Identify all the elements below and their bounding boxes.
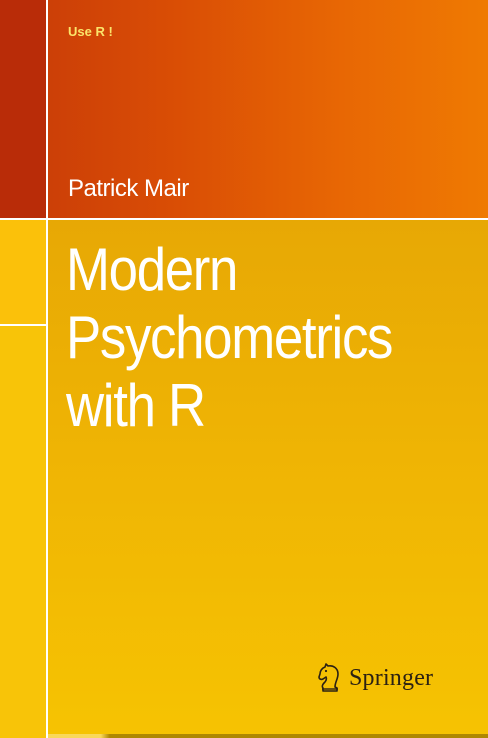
vertical-divider (46, 0, 48, 738)
top-color-band (0, 0, 488, 219)
book-title: Modern Psychometrics with R (66, 236, 393, 440)
horizontal-divider (0, 218, 488, 220)
title-line-1: Modern (66, 236, 238, 303)
top-left-strip (0, 0, 46, 219)
left-strip-upper (0, 220, 46, 324)
short-horizontal-divider (0, 324, 46, 326)
publisher-logo: Springer (317, 662, 433, 694)
chess-knight-icon (318, 663, 339, 692)
title-line-3: with R (66, 372, 206, 439)
series-name: Use R ! (68, 24, 113, 39)
bottom-color-band (0, 220, 488, 738)
left-strip-lower (0, 326, 46, 738)
bottom-edge-shadow (48, 734, 488, 738)
title-line-2: Psychometrics (66, 304, 393, 371)
author-name: Patrick Mair (68, 175, 189, 202)
publisher-name: Springer (349, 664, 434, 691)
